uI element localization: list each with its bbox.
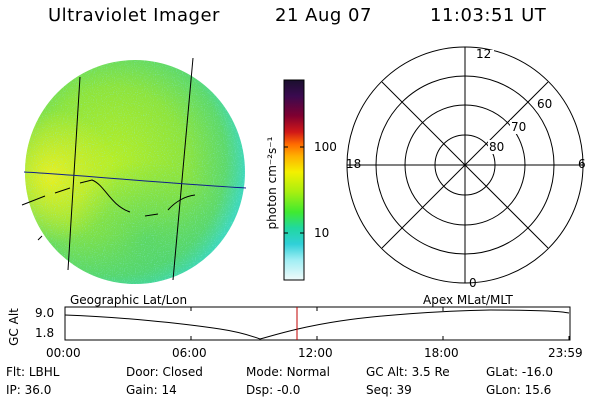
colorbar-unit-label: photon cm⁻²s⁻¹: [265, 136, 279, 230]
meta-ip: IP: 36.0: [6, 383, 52, 397]
meridian-edge: [37, 235, 43, 241]
meta-gc-alt: GC Alt: 3.5 Re: [366, 365, 450, 379]
disk-noise: [25, 60, 245, 284]
meridian-right: [172, 57, 194, 281]
altitude-timeline: [64, 306, 571, 341]
timeline-y-axis-label: GC Alt: [7, 308, 21, 346]
color-scale-bar: [283, 79, 305, 281]
lat-label-60: 60: [537, 97, 553, 111]
polar-mlat-mlt-plot: [346, 46, 584, 284]
meta-filter: Flt: LBHL: [6, 365, 60, 379]
y-tick-1-8: 1.8: [35, 326, 55, 340]
lat-label-80: 80: [489, 140, 505, 154]
observation-date: 21 Aug 07: [275, 5, 372, 26]
y-tick-9: 9.0: [35, 306, 55, 320]
lat-label-70: 70: [511, 120, 527, 134]
instrument-title: Ultraviolet Imager: [48, 5, 220, 26]
earth-disk-image: [21, 57, 247, 284]
timeline-left-title: Geographic Lat/Lon: [70, 293, 188, 307]
mlt-line-diag-2: [381, 81, 549, 249]
meta-glon: GLon: 15.6: [486, 383, 552, 397]
meta-mode: Mode: Normal: [246, 365, 330, 379]
timeline-right-title: Apex MLat/MLT: [423, 293, 513, 307]
mlt-label-0: 0: [469, 276, 477, 290]
x-tick-0600: 06:00: [172, 346, 207, 360]
colorbar-tick-100: 100: [314, 140, 337, 154]
mlt-label-6: 6: [578, 157, 586, 171]
x-tick-0000: 00:00: [46, 346, 81, 360]
x-tick-2359: 23:59: [548, 346, 583, 360]
x-tick-1800: 18:00: [424, 346, 459, 360]
lat-lon-grid: [21, 57, 247, 281]
observation-time: 11:03:51 UT: [430, 5, 547, 26]
x-tick-1200: 12:00: [298, 346, 333, 360]
meta-seq: Seq: 39: [366, 383, 412, 397]
mlt-label-12: 12: [476, 47, 492, 61]
meta-door: Door: Closed: [126, 365, 203, 379]
meta-glat: GLat: -16.0: [486, 365, 553, 379]
meta-dsp: Dsp: -0.0: [246, 383, 301, 397]
mlt-label-18: 18: [346, 157, 362, 171]
meridian-left: [67, 76, 81, 271]
altitude-curve: [64, 309, 570, 340]
equator-line: [23, 171, 247, 189]
colorbar-tick-10: 10: [314, 226, 330, 240]
meta-gain: Gain: 14: [126, 383, 177, 397]
terminator-line: [21, 179, 196, 217]
